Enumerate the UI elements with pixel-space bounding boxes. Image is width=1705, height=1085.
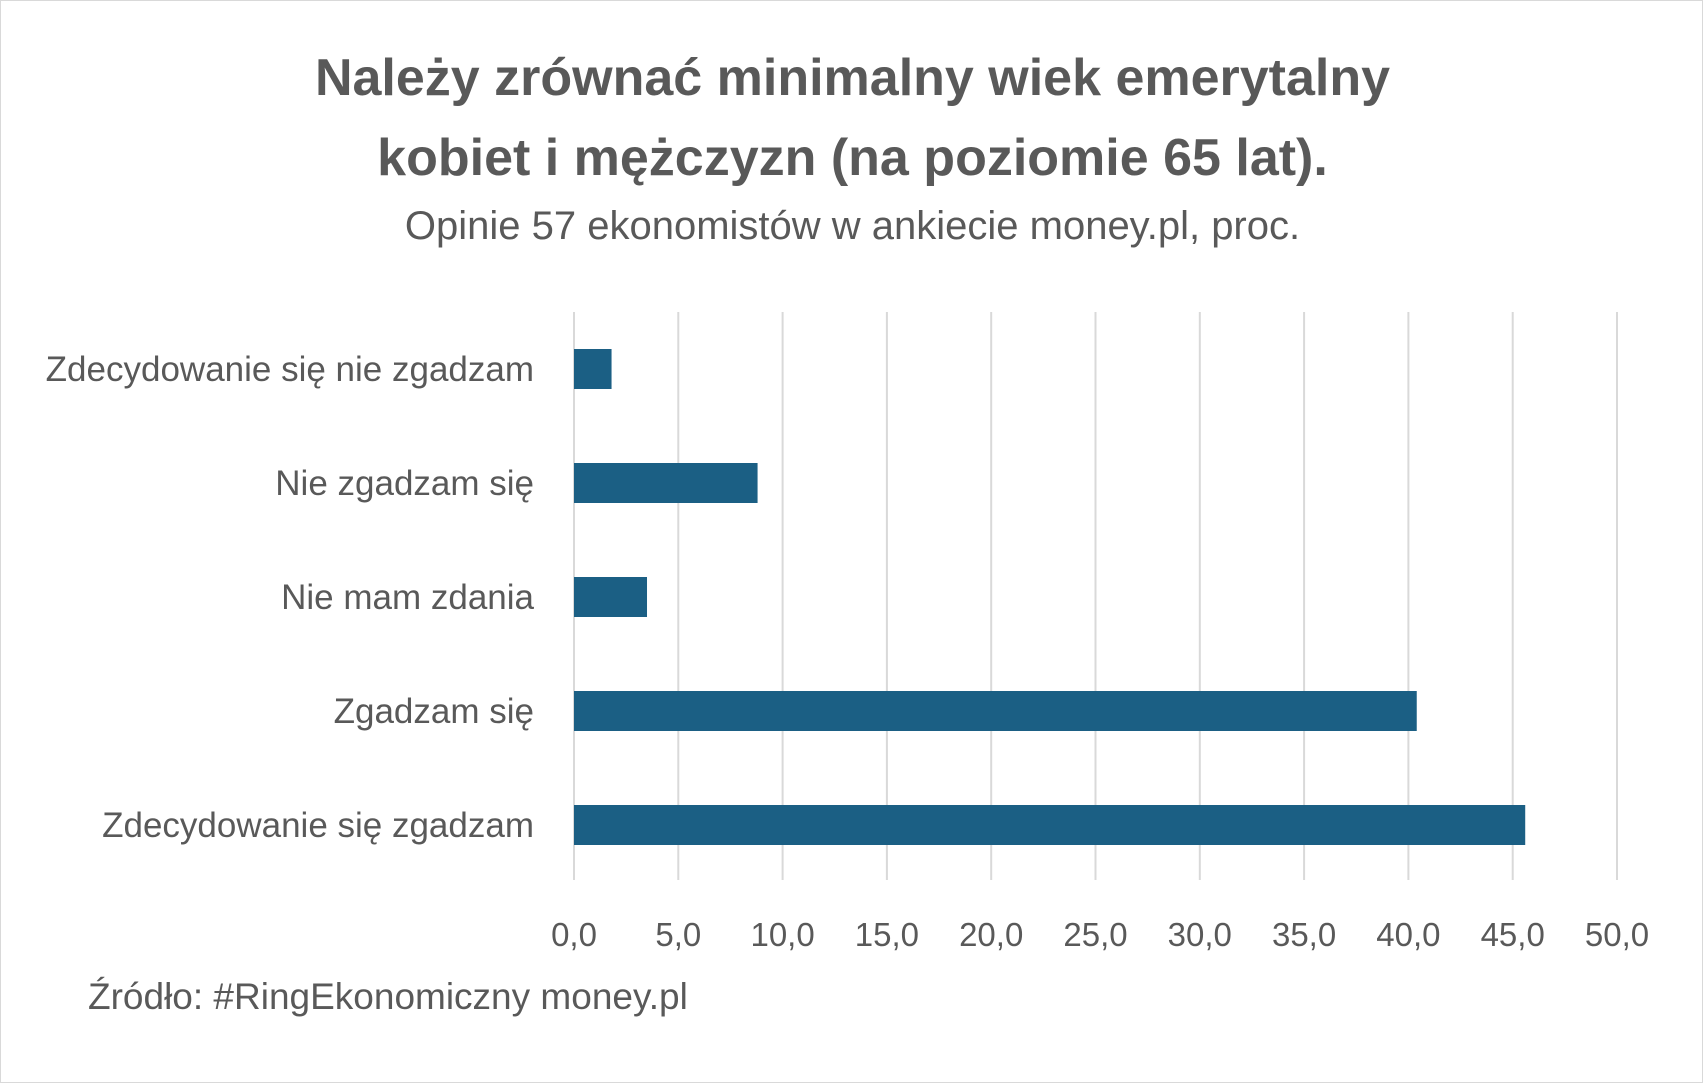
category-labels: Zdecydowanie się nie zgadzam Nie zgadzam … <box>46 350 535 845</box>
source-note: Źródło: #RingEkonomiczny money.pl <box>88 976 688 1017</box>
x-tick-label: 30,0 <box>1168 916 1232 953</box>
x-tick-label: 10,0 <box>750 916 814 953</box>
category-label: Zdecydowanie się zgadzam <box>102 806 534 845</box>
x-tick-label: 25,0 <box>1063 916 1127 953</box>
x-tick-label: 20,0 <box>959 916 1023 953</box>
gridlines <box>573 312 1618 880</box>
x-tick-label: 45,0 <box>1481 916 1545 953</box>
x-axis-tick-labels: 0,0 5,0 10,0 15,0 20,0 25,0 30,0 35,0 40,0 45,0 50… <box>551 916 1649 953</box>
bar <box>574 805 1526 845</box>
bar <box>574 463 758 503</box>
category-label: Nie zgadzam się <box>275 464 534 503</box>
chart-title-line-2: kobiet i mężczyzn (na poziomie 65 lat). <box>377 129 1328 187</box>
chart-title-line-1: Należy zrównać minimalny wiek emerytalny <box>314 49 1391 107</box>
x-tick-label: 0,0 <box>551 916 597 953</box>
chart-subtitle: Opinie 57 ekonomistów w ankiecie money.p… <box>404 204 1301 248</box>
bar <box>574 349 612 389</box>
bars <box>574 349 1526 845</box>
x-tick-label: 35,0 <box>1272 916 1336 953</box>
bar <box>574 577 648 617</box>
category-label: Zgadzam się <box>334 692 534 731</box>
x-tick-label: 5,0 <box>655 916 701 953</box>
x-tick-label: 15,0 <box>855 916 919 953</box>
x-tick-label: 40,0 <box>1376 916 1440 953</box>
x-tick-label: 50,0 <box>1585 916 1649 953</box>
bar <box>574 691 1417 731</box>
category-label: Nie mam zdania <box>281 578 534 617</box>
category-label: Zdecydowanie się nie zgadzam <box>46 350 534 389</box>
